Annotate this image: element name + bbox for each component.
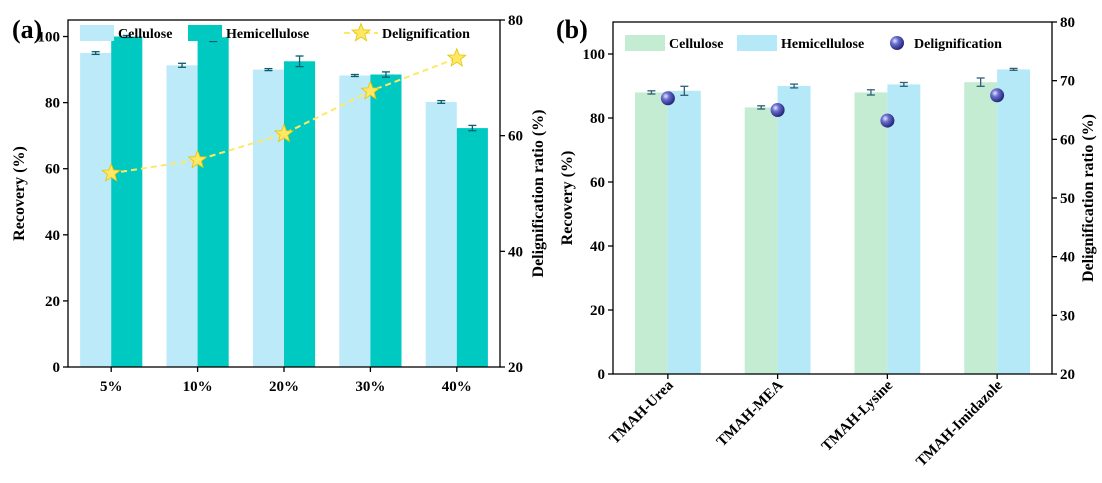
legend-point-delignification (890, 36, 904, 50)
y2-tick-label: 40 (508, 244, 523, 260)
delignification-star-1 (187, 149, 208, 169)
x-tick-label: TMAH-MEA (714, 377, 787, 450)
bar-hemicellulose-4 (456, 128, 488, 367)
bar-cellulose-0 (635, 92, 668, 375)
delignification-star-2 (273, 123, 295, 143)
delignification-star-3 (360, 80, 381, 100)
bar-cellulose-4 (425, 102, 457, 367)
y-tick-label: 20 (45, 294, 60, 310)
bar-hemicellulose-2 (887, 84, 921, 375)
delignification-point-3 (990, 88, 1005, 103)
y-axis-label: Recovery (%) (559, 151, 576, 246)
delignification-point-2 (880, 113, 895, 128)
y-tick-label: 40 (45, 228, 60, 244)
bar-cellulose-0 (80, 53, 112, 367)
x-tick-label: TMAH-Lysine (819, 377, 897, 455)
bar-hemicellulose-0 (111, 36, 143, 367)
bar-cellulose-2 (252, 69, 284, 367)
bar-cellulose-2 (854, 92, 888, 375)
y2-axis-label: Delignification ratio (%) (1080, 114, 1097, 282)
y2-tick-label: 50 (1060, 191, 1075, 207)
bar-hemicellulose-3 (997, 69, 1030, 375)
y-tick-label: 80 (45, 96, 60, 112)
legend-label-hemicellulose: Hemicellulose (781, 37, 864, 52)
bar-hemicellulose-3 (370, 74, 402, 367)
x-tick-label: 5% (100, 379, 123, 395)
panel-b-chart: 0 20 40 60 80 100 20 30 40 50 60 70 80 TMAH-Urea TMAH-… (556, 15, 1097, 470)
legend-label-delignification: Delignification (382, 27, 470, 42)
y2-tick-label: 60 (1060, 132, 1075, 148)
x-tick-label: TMAH-Urea (607, 377, 677, 447)
bar-hemicellulose-2 (284, 61, 316, 368)
y2-tick-label: 20 (508, 360, 523, 376)
bar-cellulose-1 (744, 107, 778, 375)
x-tick-label: TMAH-Imidazole (913, 377, 1006, 470)
y-tick-label: 60 (590, 175, 605, 191)
y-tick-label: 60 (45, 162, 60, 178)
y-tick-label: 40 (590, 239, 605, 255)
y2-tick-label: 80 (1060, 15, 1075, 31)
delignification-star-0 (101, 162, 122, 182)
y-tick-label: 100 (38, 30, 61, 46)
y2-tick-label: 20 (1060, 367, 1075, 383)
legend-star-delignification (350, 22, 372, 42)
y2-tick-label: 70 (1060, 74, 1075, 90)
y-tick-label: 20 (590, 303, 605, 319)
bar-cellulose-3 (964, 82, 998, 374)
bar-cellulose-1 (166, 65, 198, 368)
legend-swatch-hemicellulose (737, 35, 777, 51)
y2-tick-label: 30 (1060, 308, 1075, 324)
y2-tick-label: 80 (508, 13, 523, 29)
delignification-star-4 (446, 47, 467, 67)
y-axis-label: Recovery (%) (11, 146, 28, 241)
x-tick-label: 30% (355, 379, 385, 395)
delignification-point-1 (770, 103, 785, 117)
y2-tick-label: 40 (1060, 250, 1075, 266)
bar-cellulose-3 (339, 75, 371, 367)
legend-label-cellulose: Cellulose (669, 37, 723, 52)
y-tick-label: 80 (590, 111, 605, 127)
legend-label-cellulose: Cellulose (118, 27, 172, 42)
delignification-point-0 (660, 91, 675, 106)
panel-label: (a) (12, 15, 42, 44)
panel-a-chart: 0 20 40 60 80 100 20 40 60 80 5% 10% 20% 30% 40% Recove… (11, 13, 547, 395)
delignification-line (111, 57, 458, 175)
x-tick-label: 40% (442, 379, 472, 395)
legend-label-hemicellulose: Hemicellulose (226, 27, 309, 42)
x-tick-label: 20% (269, 379, 299, 395)
panel-label: (b) (556, 15, 588, 44)
y2-axis-label: Delignification ratio (%) (530, 110, 547, 278)
legend-swatch-cellulose (80, 25, 114, 41)
y2-tick-label: 60 (508, 129, 523, 145)
y-tick-label: 0 (53, 360, 61, 376)
legend-label-delignification: Delignification (914, 37, 1002, 52)
bar-hemicellulose-1 (777, 86, 811, 374)
x-tick-label: 10% (183, 379, 213, 395)
bar-hemicellulose-1 (197, 37, 229, 367)
legend-swatch-cellulose (625, 35, 665, 51)
y-tick-label: 0 (598, 367, 606, 383)
y-tick-label: 100 (583, 47, 606, 63)
legend-swatch-hemicellulose (188, 25, 222, 41)
bar-hemicellulose-0 (667, 90, 701, 375)
